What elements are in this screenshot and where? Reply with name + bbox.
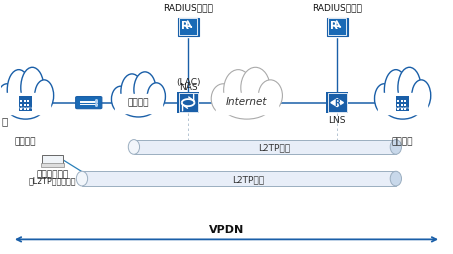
Ellipse shape — [21, 68, 44, 109]
Ellipse shape — [211, 84, 235, 114]
Bar — [401, 109, 403, 111]
Bar — [20, 105, 22, 107]
Text: 移动办公人员: 移动办公人员 — [37, 170, 69, 179]
FancyBboxPatch shape — [42, 156, 63, 164]
Bar — [405, 101, 406, 103]
FancyBboxPatch shape — [1, 93, 50, 115]
Text: R: R — [330, 21, 338, 31]
Bar — [24, 101, 25, 103]
Ellipse shape — [384, 94, 421, 120]
Ellipse shape — [223, 94, 270, 120]
Bar — [405, 105, 406, 107]
FancyBboxPatch shape — [327, 19, 347, 37]
Text: R: R — [181, 21, 189, 31]
Ellipse shape — [7, 70, 30, 111]
Text: （L2TP拨号软件）: （L2TP拨号软件） — [29, 176, 77, 185]
Bar — [405, 109, 406, 111]
Ellipse shape — [7, 94, 44, 120]
Text: (LAC): (LAC) — [176, 78, 200, 87]
FancyBboxPatch shape — [378, 93, 427, 115]
Text: L2TP隧道: L2TP隧道 — [258, 143, 290, 152]
Bar — [397, 109, 399, 111]
Text: NAS: NAS — [179, 82, 198, 91]
FancyBboxPatch shape — [326, 93, 348, 114]
Text: Enterprise: Enterprise — [394, 106, 412, 110]
Bar — [24, 109, 25, 111]
Text: 企业分支: 企业分支 — [15, 136, 36, 145]
Ellipse shape — [398, 68, 421, 109]
Ellipse shape — [224, 70, 253, 111]
FancyBboxPatch shape — [76, 97, 102, 109]
FancyBboxPatch shape — [177, 93, 199, 114]
Text: VPDN: VPDN — [209, 224, 244, 234]
FancyBboxPatch shape — [82, 171, 396, 186]
FancyBboxPatch shape — [396, 97, 410, 112]
Text: Internet: Internet — [226, 97, 268, 107]
Text: RADIUS服务器: RADIUS服务器 — [163, 3, 213, 12]
Bar — [20, 109, 22, 111]
Ellipse shape — [390, 140, 401, 155]
Bar — [27, 101, 29, 103]
FancyBboxPatch shape — [377, 93, 428, 117]
Bar — [24, 105, 25, 107]
Ellipse shape — [375, 84, 394, 114]
Text: 白: 白 — [2, 116, 8, 126]
Ellipse shape — [77, 171, 87, 186]
Ellipse shape — [120, 96, 156, 118]
Ellipse shape — [258, 81, 282, 112]
Bar — [401, 105, 403, 107]
Text: R: R — [334, 98, 340, 107]
Ellipse shape — [121, 75, 143, 110]
FancyBboxPatch shape — [216, 93, 278, 115]
Ellipse shape — [0, 84, 16, 114]
Bar — [27, 109, 29, 111]
Bar — [397, 101, 399, 103]
Bar — [20, 101, 22, 103]
FancyBboxPatch shape — [325, 18, 349, 37]
Text: 拨号网络: 拨号网络 — [128, 98, 149, 106]
Bar — [27, 105, 29, 107]
FancyBboxPatch shape — [115, 95, 162, 114]
FancyBboxPatch shape — [178, 19, 198, 37]
Text: L2TP隧道: L2TP隧道 — [232, 174, 264, 183]
FancyBboxPatch shape — [215, 93, 279, 117]
Polygon shape — [331, 99, 343, 107]
Text: 企业总部: 企业总部 — [392, 136, 414, 145]
Bar — [397, 105, 399, 107]
Ellipse shape — [35, 81, 53, 112]
FancyBboxPatch shape — [134, 140, 396, 155]
Text: Enterprise: Enterprise — [16, 106, 35, 110]
Text: LNS: LNS — [328, 116, 346, 124]
FancyBboxPatch shape — [19, 97, 32, 112]
Ellipse shape — [412, 81, 431, 112]
FancyBboxPatch shape — [0, 93, 51, 117]
Ellipse shape — [111, 87, 130, 113]
Ellipse shape — [134, 73, 156, 108]
Ellipse shape — [147, 84, 165, 111]
Ellipse shape — [241, 68, 270, 109]
FancyBboxPatch shape — [114, 95, 163, 115]
Ellipse shape — [128, 140, 140, 155]
Text: RADIUS服务器: RADIUS服务器 — [312, 3, 362, 12]
Ellipse shape — [390, 171, 401, 186]
Ellipse shape — [384, 70, 407, 111]
FancyBboxPatch shape — [41, 163, 64, 167]
FancyBboxPatch shape — [176, 18, 200, 37]
Bar — [401, 101, 403, 103]
